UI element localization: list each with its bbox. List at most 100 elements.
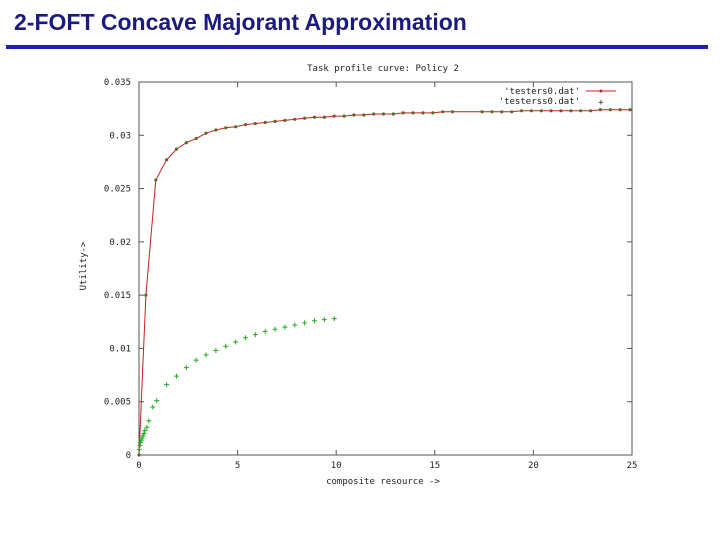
- series-1-point: [401, 111, 405, 115]
- y-tick-label: 0.02: [109, 238, 131, 248]
- series-1-point: [569, 109, 573, 113]
- series-1-point: [263, 120, 267, 125]
- series-1-point: [234, 125, 238, 129]
- y-tick-labels: 0 0.005 0.01 0.015 0.02 0.025 0.03 0.035: [104, 78, 131, 461]
- series-1-point: [579, 109, 583, 113]
- series-1-point: [174, 147, 179, 151]
- series-1-point: [441, 110, 445, 114]
- series-1-point: [293, 117, 297, 121]
- series-2-point: [203, 352, 209, 358]
- series-2-point: [164, 382, 170, 388]
- series-2-point: [146, 418, 152, 424]
- series-1-point: [312, 115, 317, 119]
- series-1-point: [529, 109, 534, 113]
- y-tick-label: 0.015: [104, 291, 131, 301]
- series-2-point: [262, 328, 268, 334]
- series-2-point: [136, 447, 142, 453]
- x-tick-label: 20: [528, 461, 539, 471]
- y-tick-marks: [139, 81, 632, 456]
- series-2-point: [233, 339, 239, 345]
- series-2-point: [137, 442, 143, 448]
- series-1-point: [431, 111, 435, 115]
- series-2-point: [252, 332, 258, 338]
- series-2-point: [193, 357, 199, 363]
- series-1-point: [559, 109, 563, 113]
- series-1-point: [322, 115, 326, 119]
- series-2-point: [282, 324, 288, 330]
- series-1-point: [194, 136, 198, 141]
- series-1-point: [184, 141, 188, 145]
- series-1-point: [549, 109, 553, 113]
- x-tick-label: 0: [136, 461, 141, 471]
- series-2-group: [136, 316, 337, 453]
- x-tick-label: 15: [429, 461, 440, 471]
- series-2-point: [213, 348, 219, 354]
- y-tick-label: 0.025: [104, 185, 131, 195]
- legend-marker-series-2: +: [598, 98, 604, 108]
- x-tick-label: 10: [331, 461, 342, 471]
- series-1-point: [411, 111, 415, 115]
- series-1-point: [598, 108, 603, 112]
- series-2-point: [144, 424, 150, 430]
- series-1-point: [490, 110, 494, 114]
- series-1-point: [154, 178, 158, 182]
- series-1-point: [253, 122, 257, 126]
- legend-label-series-1: 'testers0.dat': [504, 87, 580, 97]
- plot-frame: [138, 81, 633, 456]
- series-1-point: [137, 453, 141, 457]
- series-1-point: [391, 112, 395, 116]
- series-1-point: [352, 113, 356, 117]
- series-1-point: [381, 112, 386, 116]
- series-1-point: [144, 293, 148, 297]
- y-tick-label: 0: [126, 451, 131, 461]
- y-tick-label: 0.035: [104, 78, 131, 88]
- series-2-point: [142, 427, 148, 433]
- x-tick-label: 25: [627, 461, 638, 471]
- series-1-point: [283, 118, 287, 122]
- series-2-point: [272, 326, 278, 332]
- series-2-point: [302, 320, 308, 326]
- y-tick-label: 0.01: [109, 344, 131, 354]
- series-2-point: [331, 316, 337, 322]
- x-axis-label: composite resource ->: [326, 477, 440, 487]
- title-underline: [6, 45, 708, 49]
- series-1-point: [165, 158, 169, 162]
- series-1-point: [243, 123, 248, 127]
- legend-marker-series-1: [599, 89, 603, 93]
- series-1-point: [332, 114, 336, 118]
- series-2-point: [312, 318, 318, 324]
- series-1-point: [273, 119, 277, 123]
- x-tick-marks: [138, 82, 633, 455]
- series-1-point: [539, 109, 543, 113]
- series-1-point: [589, 109, 593, 113]
- series-1-point: [608, 108, 612, 112]
- series-1-point: [224, 126, 228, 130]
- slide-title: 2-FOFT Concave Majorant Approximation: [14, 9, 467, 35]
- legend-label-series-2: 'testerss0.dat': [499, 97, 580, 107]
- series-1-group: [137, 108, 632, 457]
- series-1-point: [520, 109, 524, 113]
- series-1-point: [450, 110, 455, 114]
- x-tick-labels: 0 5 10 15 20 25: [136, 461, 637, 471]
- legend: 'testers0.dat' 'testerss0.dat' +: [499, 87, 616, 108]
- y-axis-label: Utility->: [79, 241, 89, 290]
- series-1-point: [480, 110, 484, 114]
- chart-title: Task profile curve: Policy 2: [307, 64, 459, 74]
- series-2-point: [141, 431, 147, 437]
- series-1-point: [421, 111, 425, 115]
- series-1-point: [214, 128, 218, 132]
- series-1-point: [362, 113, 366, 117]
- series-1-point: [204, 131, 208, 135]
- series-2-point: [183, 365, 189, 371]
- series-2-point: [223, 343, 229, 349]
- x-tick-label: 5: [235, 461, 240, 471]
- y-tick-label: 0.03: [109, 131, 131, 141]
- series-1-point: [628, 108, 632, 112]
- series-1-point: [500, 110, 504, 114]
- series-1-point: [342, 114, 346, 118]
- series-2-point: [292, 322, 298, 328]
- series-2-point: [154, 398, 160, 404]
- series-1-point: [510, 110, 514, 114]
- series-2-point: [321, 317, 327, 323]
